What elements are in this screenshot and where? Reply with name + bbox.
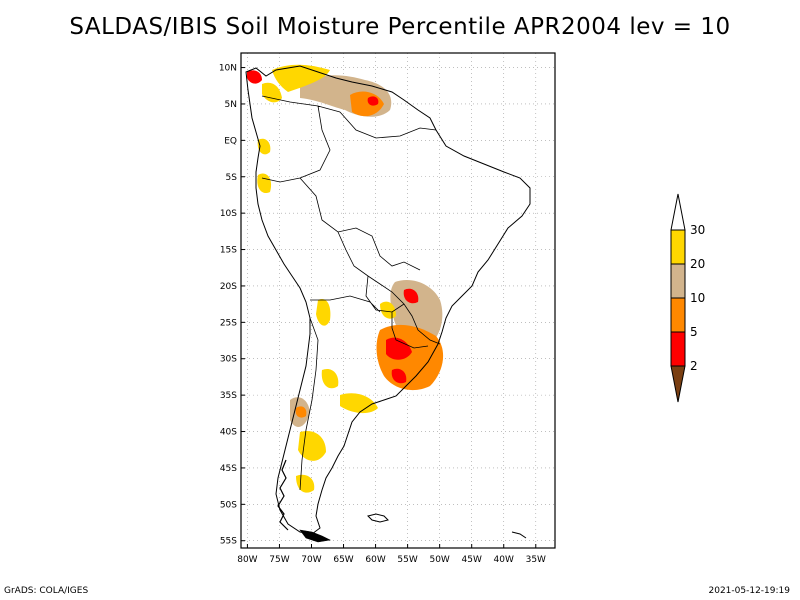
tick-label-lon: 55W: [397, 555, 417, 565]
shade-region-peru-gold: [257, 173, 272, 194]
tick-label-lat: 10S: [220, 209, 237, 219]
tick-label-lat: 20S: [220, 282, 237, 292]
colorbar-label: 10: [690, 291, 705, 305]
shade-region-pampa-gold: [340, 393, 378, 414]
footer-timestamp: 2021-05-12-19:19: [708, 586, 791, 596]
chile-fjords: [277, 459, 289, 531]
shade-region-south-red-3: [391, 368, 407, 384]
colorbar-swatch-above-30: [670, 193, 686, 231]
colorbar-label: 5: [690, 325, 698, 339]
tick-label-lat: 30S: [220, 355, 237, 365]
tick-label-lat: EQ: [224, 136, 237, 146]
tick-label-lon: 45W: [462, 555, 482, 565]
colorbar-swatch: [670, 263, 686, 299]
footer-credit: GrADS: COLA/IGES: [4, 586, 89, 596]
south-america-coastline: [245, 65, 531, 535]
tick-label-lat: 25S: [220, 318, 237, 328]
tick-label-lon: 60W: [365, 555, 385, 565]
tick-label-lat: 35S: [220, 391, 237, 401]
tick-label-lat: 50S: [220, 500, 237, 510]
tick-label-lat: 10N: [219, 64, 237, 74]
colorbar-swatch-below-2: [670, 365, 686, 403]
colorbar-swatch: [670, 331, 686, 367]
tick-label-lat: 5S: [226, 173, 238, 183]
shade-region-andes-gold: [316, 298, 331, 326]
colorbar: 2 5 10 20 30: [670, 193, 705, 403]
tick-label-lat: 55S: [220, 537, 237, 547]
tierra-del-fuego: [299, 529, 331, 543]
graticule: [241, 53, 555, 548]
map-frame: [240, 52, 556, 549]
tick-label-lat: 5N: [225, 100, 237, 110]
south-georgia: [511, 531, 527, 539]
colorbar-label: 2: [690, 359, 698, 373]
longitude-axis: 80W 75W 70W 65W 60W 55W 50W 45W 40W 35W: [237, 544, 546, 565]
shade-region-south-red: [386, 337, 412, 360]
shade-region-chile-orange: [295, 406, 307, 418]
shade-region-colombia-red: [247, 70, 262, 84]
tick-label-lon: 75W: [269, 555, 289, 565]
tick-label-lon: 40W: [494, 555, 514, 565]
shade-region-cuyo-gold: [321, 368, 339, 389]
tick-label-lon: 50W: [429, 555, 449, 565]
percentile-shading: [247, 64, 444, 493]
colorbar-swatch: [670, 297, 686, 333]
tick-label-lat: 45S: [220, 464, 237, 474]
country-borders: [261, 95, 441, 491]
tick-label-lon: 80W: [237, 555, 257, 565]
shade-region-south-red-2: [403, 288, 419, 304]
map-title: SALDAS/IBIS Soil Moisture Percentile APR…: [69, 14, 731, 40]
colorbar-swatch: [670, 229, 686, 265]
colorbar-label: 20: [690, 257, 705, 271]
tick-label-lon: 70W: [301, 555, 321, 565]
falkland-islands: [367, 513, 389, 523]
tick-label-lat: 15S: [220, 246, 237, 256]
colorbar-label: 30: [690, 223, 705, 237]
latitude-axis: 10N 5N EQ 5S 10S 15S 20S 25S 30S 35S 40S 45S 50S 55S: [219, 64, 245, 547]
shade-region-north-red: [367, 96, 379, 106]
tick-label-lon: 35W: [526, 555, 546, 565]
tick-label-lat: 40S: [220, 428, 237, 438]
shade-region-south-orange: [376, 324, 444, 391]
tick-label-lon: 65W: [333, 555, 353, 565]
shade-region-ecuador-gold: [257, 138, 271, 155]
